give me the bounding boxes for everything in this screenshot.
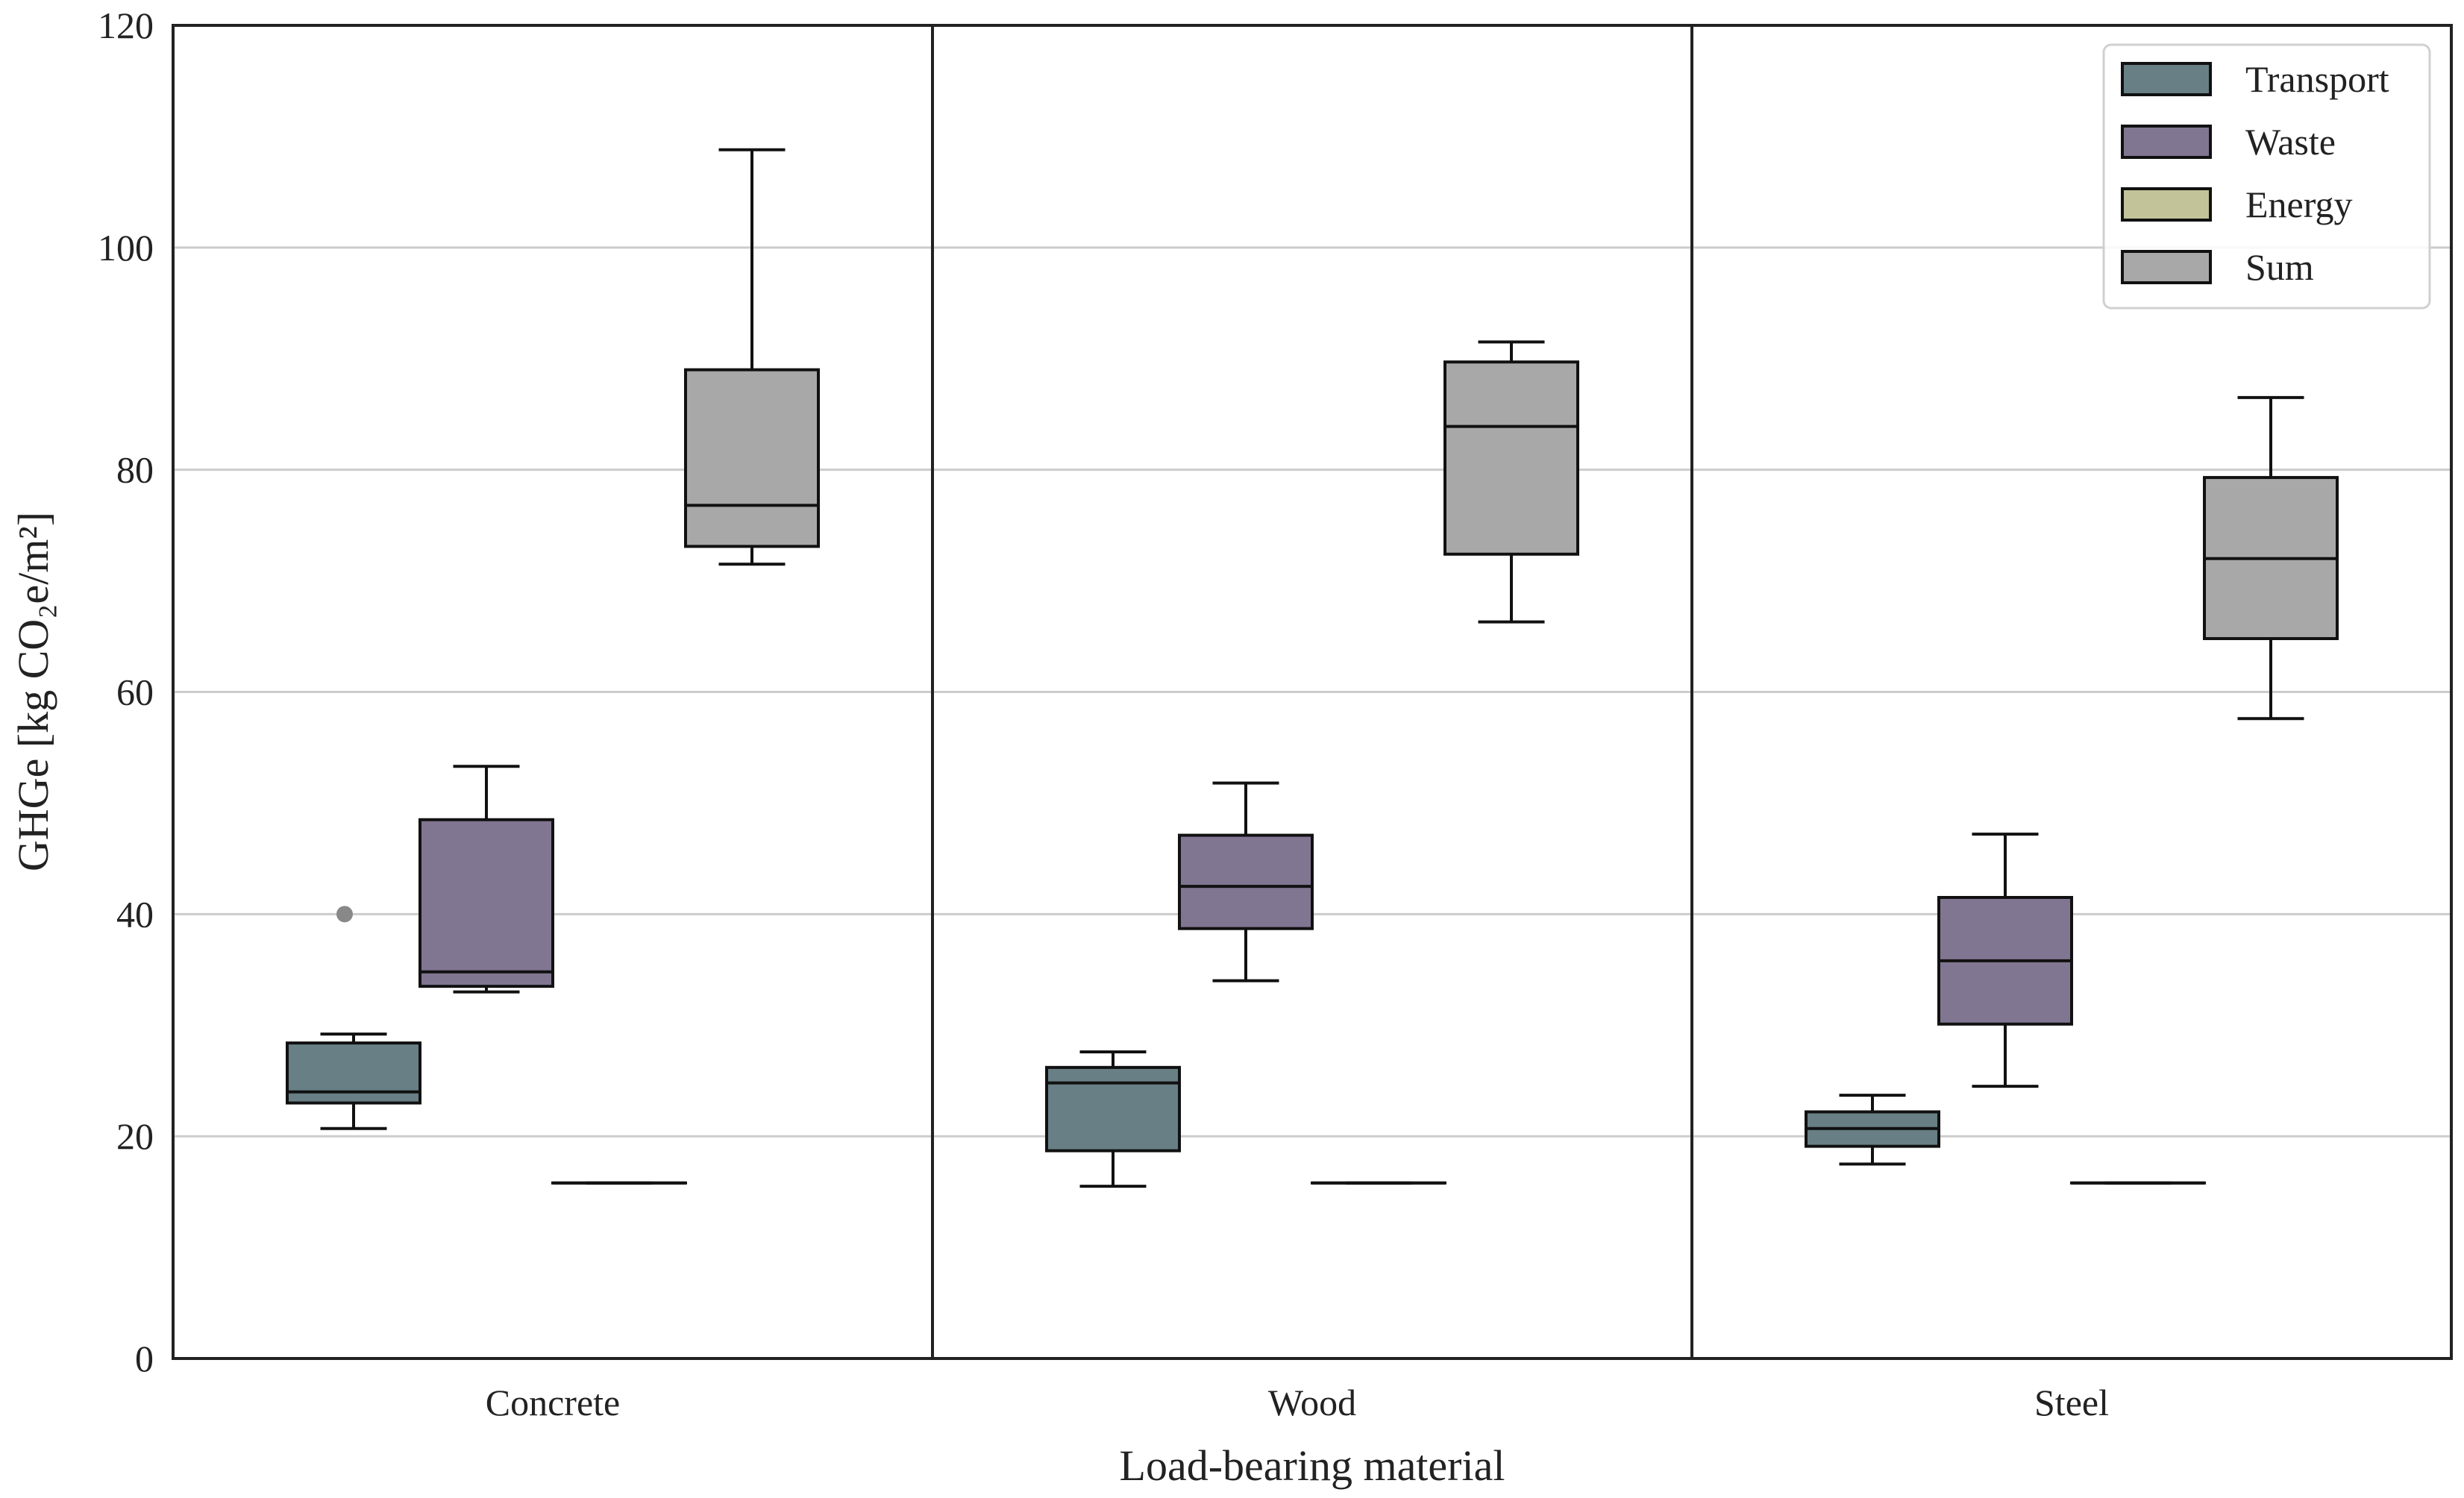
outlier-point (336, 906, 353, 923)
legend: Transport Waste Energy Sum (2102, 43, 2431, 310)
legend-label-transport: Transport (2245, 58, 2389, 100)
box-transport-concrete (286, 906, 421, 1130)
y-tick-label: 60 (116, 671, 154, 713)
y-axis-label: GHGe [kg CO₂e/m²] (9, 512, 57, 871)
legend-label-sum: Sum (2245, 246, 2314, 288)
box-waste-wood (1178, 781, 1314, 983)
x-axis-label: Load-bearing material (1120, 1441, 1505, 1490)
y-tick-label: 20 (116, 1115, 154, 1157)
iqr-box (684, 368, 820, 548)
box-sum-concrete (684, 148, 820, 566)
box-transport-steel (1805, 1094, 1940, 1166)
legend-label-waste: Waste (2245, 121, 2336, 163)
legend-swatch-energy (2121, 187, 2212, 222)
x-tick-label: Concrete (486, 1382, 620, 1423)
y-tick-label: 120 (98, 4, 154, 46)
x-tick-label: Wood (1268, 1382, 1356, 1423)
box-transport-wood (1045, 1050, 1181, 1188)
iqr-box (1443, 360, 1579, 556)
iqr-box (1045, 1065, 1181, 1153)
boxes (286, 148, 2339, 1188)
x-tick-label: Steel (2034, 1382, 2109, 1423)
y-axis-ticks: 0 20 40 60 80 100 120 (98, 4, 154, 1379)
legend-swatch-sum (2121, 250, 2212, 284)
gridlines (173, 246, 2451, 1138)
y-tick-label: 0 (135, 1338, 154, 1379)
box-waste-steel (1937, 833, 2073, 1088)
iqr-box (1178, 833, 1314, 930)
legend-frame (2102, 43, 2431, 310)
y-tick-label: 80 (116, 449, 154, 491)
box-sum-wood (1443, 340, 1579, 624)
box-sum-steel (2203, 395, 2339, 721)
iqr-box (418, 818, 554, 988)
y-tick-label: 40 (116, 893, 154, 935)
iqr-box (286, 1041, 421, 1105)
legend-swatch-waste (2121, 125, 2212, 159)
legend-swatch-transport (2121, 62, 2212, 96)
plot-frame (172, 24, 2453, 1360)
category-dividers (931, 25, 1693, 1358)
box-waste-concrete (418, 765, 554, 994)
x-axis-ticks: Concrete Wood Steel (486, 1382, 2109, 1423)
y-tick-label: 100 (98, 227, 154, 269)
legend-label-energy: Energy (2245, 184, 2352, 225)
